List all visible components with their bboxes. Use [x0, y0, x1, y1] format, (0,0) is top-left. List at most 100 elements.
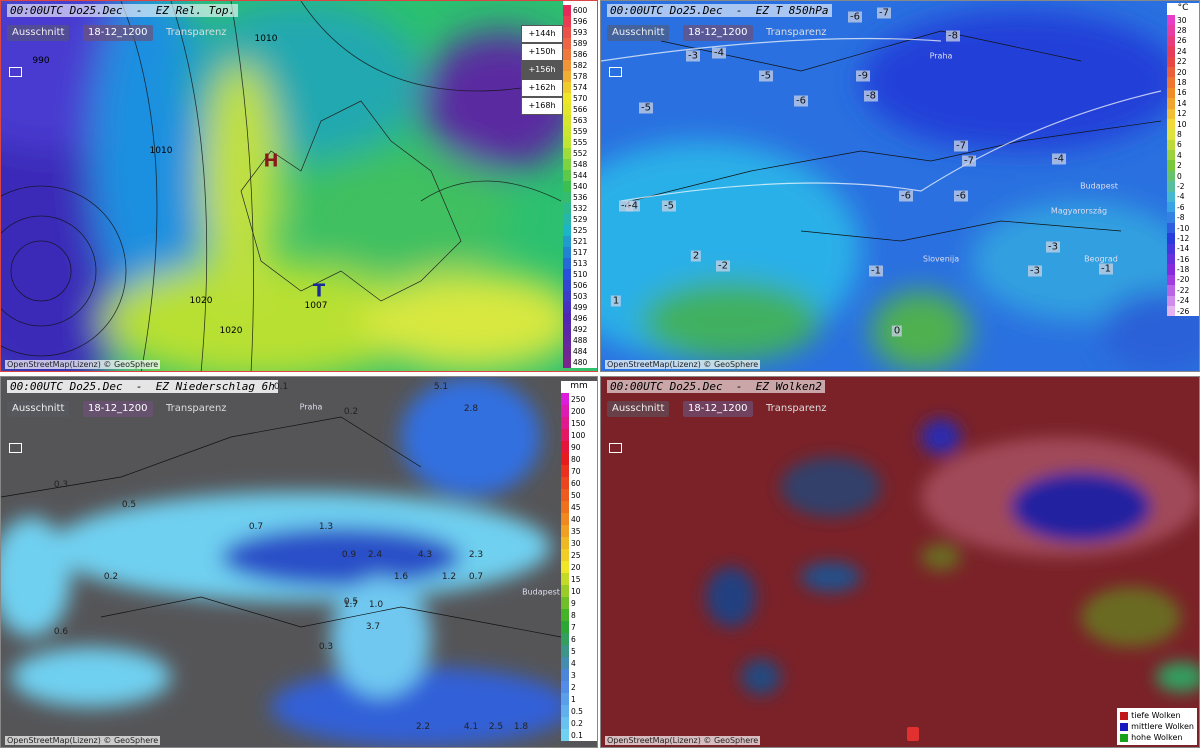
legend-label: -24: [1177, 296, 1190, 306]
legend-swatch: [561, 645, 569, 657]
map-clouds: [601, 377, 1199, 747]
attribution: OpenStreetMap(Lizenz) © GeoSphere: [605, 736, 761, 745]
legend-label: 1: [571, 694, 576, 704]
legend-label: 15: [571, 574, 581, 584]
legend-label: 0.2: [571, 718, 583, 728]
legend-label: 100: [571, 430, 586, 440]
legend-entry: 499: [563, 302, 597, 313]
legend-entry: 510: [563, 269, 597, 280]
legend-swatch: [561, 417, 569, 429]
panel-temperature: 00:00UTC Do25.Dec - EZ T 850hPa Ausschnit…: [600, 0, 1200, 372]
map-label: 1020: [189, 296, 213, 306]
legend-entry: 513: [563, 258, 597, 269]
screen-icon[interactable]: [9, 67, 22, 77]
legend-label: 10: [571, 586, 581, 596]
legend-swatch: [1167, 160, 1175, 171]
legend-swatch: [563, 27, 571, 38]
legend-swatch: [1120, 733, 1129, 742]
legend-swatch: [561, 465, 569, 477]
legend-label: 20: [1177, 67, 1187, 77]
transparency-button[interactable]: Transparenz: [766, 27, 827, 38]
legend-entry: -12: [1167, 233, 1199, 244]
legend-label: 250: [571, 394, 586, 404]
transparency-button[interactable]: Transparenz: [166, 403, 227, 414]
legend-swatch: [561, 729, 569, 741]
legend-label: 35: [571, 526, 581, 536]
legend-swatch: [563, 137, 571, 148]
legend-swatch: [561, 501, 569, 513]
map-label: 1.6: [393, 572, 409, 582]
legend-swatch: [561, 549, 569, 561]
legend-entry: 14: [1167, 98, 1199, 109]
legend-swatch: [561, 525, 569, 537]
legend-swatch: [1167, 222, 1175, 234]
legend-swatch: [561, 477, 569, 489]
legend-entry: 100: [561, 429, 597, 441]
legend-entry: 7: [561, 621, 597, 633]
transparency-button[interactable]: Transparenz: [166, 27, 227, 38]
legend-swatch: [563, 192, 571, 203]
legend-label: 22: [1177, 57, 1187, 67]
cloud-legend: tiefe Wolken mittlere Wolken hohe Wolken: [1117, 708, 1197, 745]
legend-entry: 90: [561, 441, 597, 453]
legend-label: 0.1: [571, 730, 583, 740]
attribution: OpenStreetMap(Lizenz) © GeoSphere: [605, 360, 761, 369]
model-run-button[interactable]: 18-12_1200: [683, 25, 753, 41]
map-label: -2: [716, 260, 730, 272]
screen-icon[interactable]: [609, 443, 622, 453]
region-button[interactable]: Ausschnitt: [607, 401, 670, 417]
region-button[interactable]: Ausschnitt: [7, 25, 70, 41]
panel-title: 00:00UTC Do25.Dec - EZ Wolken2: [607, 380, 825, 393]
legend-entry: 2: [1167, 160, 1199, 171]
transparency-button[interactable]: Transparenz: [766, 403, 827, 414]
time-step-button[interactable]: +150h: [521, 43, 563, 61]
screen-icon[interactable]: [9, 443, 22, 453]
model-run-button[interactable]: 18-12_1200: [83, 401, 153, 417]
legend-swatch: [1167, 35, 1175, 47]
time-step-button[interactable]: +162h: [521, 79, 563, 97]
legend-swatch: [563, 258, 571, 269]
legend-entry: 35: [561, 525, 597, 537]
legend-entry: 566: [563, 104, 597, 115]
legend-swatch: [1167, 233, 1175, 244]
time-step-button[interactable]: +156h: [521, 61, 563, 79]
map-label: 3.7: [365, 622, 381, 632]
legend-unit: dkm: [563, 1, 597, 5]
legend-label: 6: [1177, 140, 1182, 150]
legend-swatch: [1167, 191, 1175, 203]
legend-label: 540: [573, 182, 588, 191]
legend-swatch: [563, 203, 571, 214]
region-button[interactable]: Ausschnitt: [607, 25, 670, 41]
legend-entry: 10: [1167, 118, 1199, 130]
legend-swatch: [561, 489, 569, 501]
legend-swatch: [1167, 202, 1175, 213]
map-label: 1010: [254, 34, 278, 44]
map-label: -3: [1028, 265, 1042, 277]
map-label: -7: [962, 155, 976, 167]
legend-entry: 578: [563, 71, 597, 82]
model-run-button[interactable]: 18-12_1200: [683, 401, 753, 417]
legend-label: 510: [573, 270, 588, 279]
time-step-button[interactable]: +144h: [521, 25, 563, 43]
legend-label: tiefe Wolken: [1131, 711, 1181, 720]
time-step-button[interactable]: +168h: [521, 97, 563, 115]
legend-entry: 2: [561, 681, 597, 693]
legend-label: 30: [571, 538, 581, 548]
legend-label: 600: [573, 6, 588, 15]
map-label: -4: [619, 200, 633, 212]
map-label: -1: [869, 265, 883, 277]
legend-label: 499: [573, 303, 588, 312]
legend-unit: mm: [561, 381, 597, 393]
legend-swatch: [1167, 56, 1175, 67]
legend-label: 12: [1177, 109, 1187, 119]
legend-swatch: [563, 280, 571, 291]
region-button[interactable]: Ausschnitt: [7, 401, 70, 417]
attribution: OpenStreetMap(Lizenz) © GeoSphere: [5, 360, 161, 369]
legend-entry: 484: [563, 346, 597, 357]
screen-icon[interactable]: [609, 67, 622, 77]
map-label: -7: [877, 7, 891, 19]
legend-swatch: [563, 170, 571, 181]
model-run-button[interactable]: 18-12_1200: [83, 25, 153, 41]
legend-swatch: [1167, 264, 1175, 275]
legend-entry: -26: [1167, 305, 1199, 317]
